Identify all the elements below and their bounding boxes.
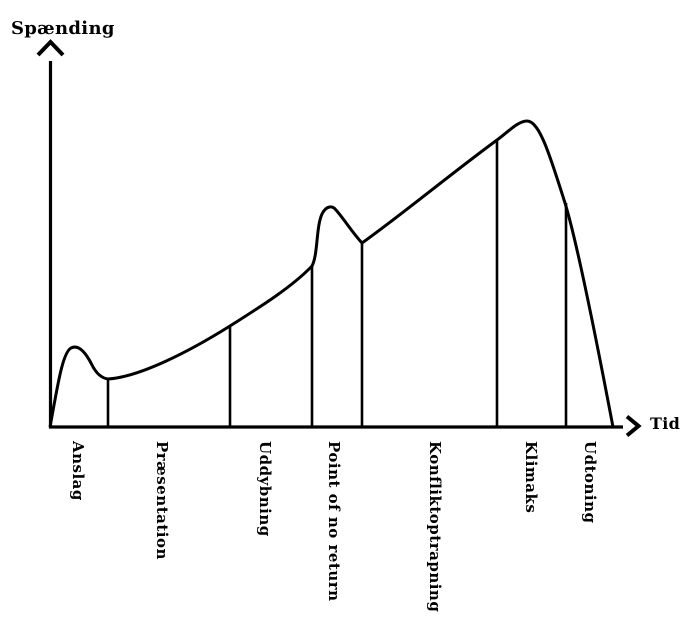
- phase-dividers: [106, 140, 568, 427]
- phase-label-point-of-no-return: Point of no return: [325, 441, 343, 602]
- y-axis-arrow-icon: [36, 39, 65, 57]
- phase-label-praesentation: Præsentation: [153, 441, 171, 560]
- phase-label-udtoning: Udtoning: [581, 441, 599, 524]
- y-axis-label: Spænding: [11, 18, 115, 39]
- phase-label-uddybning: Uddybning: [256, 441, 274, 537]
- x-axis-label: Tid: [650, 414, 681, 433]
- phase-label-anslag: Anslag: [69, 441, 87, 501]
- phase-label-klimaks: Klimaks: [522, 441, 540, 514]
- phase-label-konfliktoptrapning: Konfliktoptrapning: [426, 441, 444, 613]
- tension-curve: [48, 119, 615, 428]
- x-axis-arrow-icon: [625, 414, 642, 438]
